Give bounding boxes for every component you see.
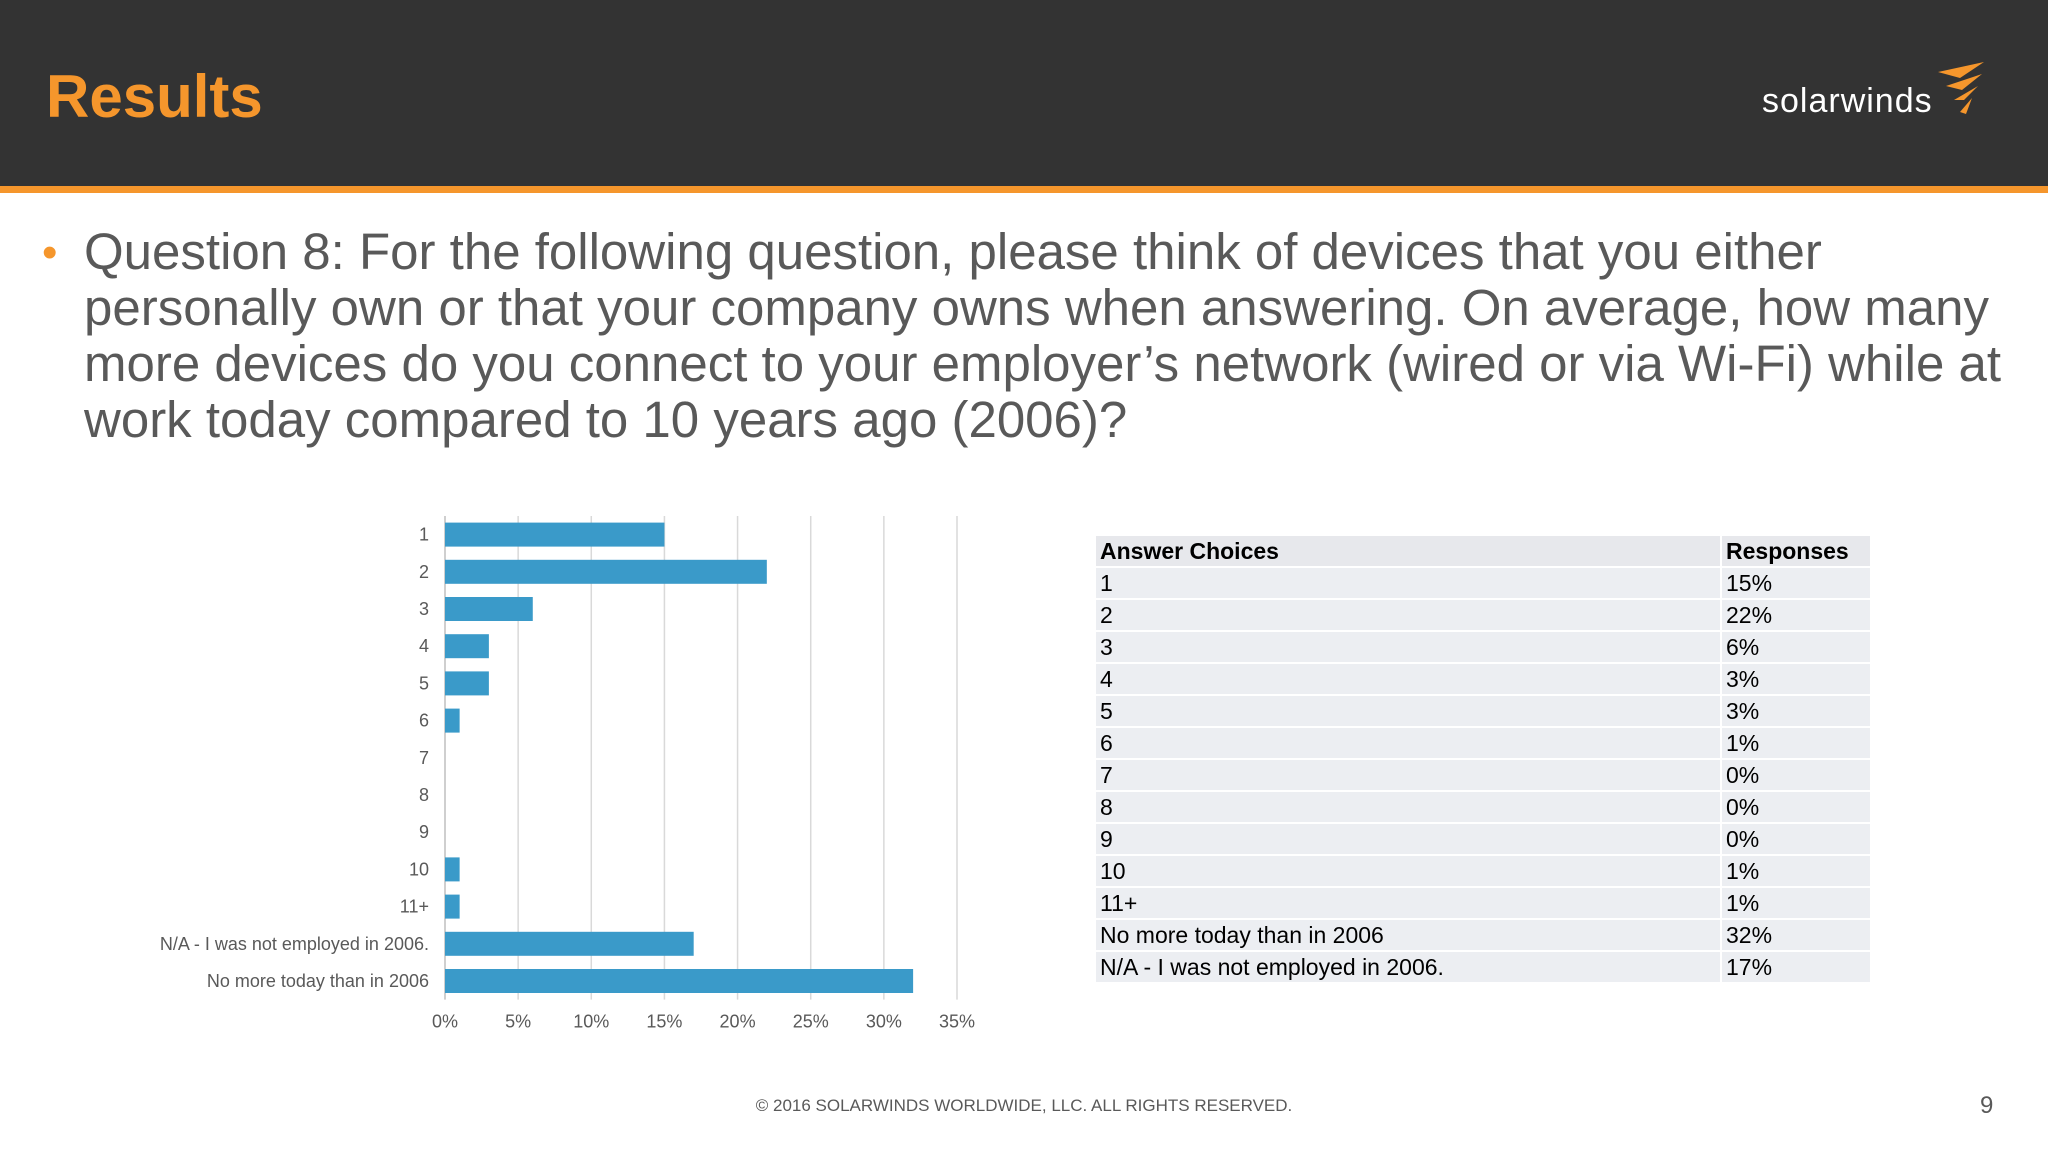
category-label: 5	[419, 673, 429, 693]
header-answer-choices: Answer Choices	[1096, 536, 1722, 568]
answer-choice-cell: 9	[1096, 824, 1722, 856]
x-tick-label: 25%	[793, 1012, 829, 1032]
response-cell: 1%	[1722, 888, 1870, 920]
table-row: 6 1%	[1096, 728, 1870, 760]
solarwinds-logo: solarwinds	[1760, 60, 2010, 130]
category-label: 10	[409, 859, 429, 879]
answer-choice-cell: 6	[1096, 728, 1722, 760]
table-row: 8 0%	[1096, 792, 1870, 824]
answer-choice-cell: 7	[1096, 760, 1722, 792]
header-bar: Results solarwinds	[0, 0, 2048, 193]
table-row: 5 3%	[1096, 696, 1870, 728]
x-tick-label: 20%	[720, 1012, 756, 1032]
response-cell: 0%	[1722, 760, 1870, 792]
response-cell: 3%	[1722, 664, 1870, 696]
table-row: No more today than in 2006 32%	[1096, 920, 1870, 952]
response-cell: 22%	[1722, 600, 1870, 632]
response-cell: 0%	[1722, 792, 1870, 824]
responses-table: Answer Choices Responses 1 15% 2 22% 3 6% 4 3% 5…	[1096, 536, 1870, 984]
bar	[445, 522, 665, 547]
answer-choice-cell: 11+	[1096, 888, 1722, 920]
bar-chart: 0% 5% 10% 15% 20% 25% 30% 35% 1 2 3 4 5 6 7 8 9 10 11+ N/A …	[160, 516, 975, 1032]
category-label: 4	[419, 636, 429, 656]
category-label: 9	[419, 822, 429, 842]
table-header-row: Answer Choices Responses	[1096, 536, 1870, 568]
x-tick-label: 10%	[573, 1012, 609, 1032]
answer-choice-cell: 3	[1096, 632, 1722, 664]
bar	[445, 931, 694, 956]
bar	[445, 857, 460, 882]
page-title: Results	[46, 63, 263, 130]
bar	[445, 708, 460, 733]
x-tick-label: 15%	[646, 1012, 682, 1032]
category-label: N/A - I was not employed in 2006.	[160, 934, 429, 954]
table-row: 2 22%	[1096, 600, 1870, 632]
bar	[445, 634, 489, 659]
table-row: 3 6%	[1096, 632, 1870, 664]
bullet-dot: •	[42, 228, 58, 277]
category-label: 1	[419, 525, 429, 545]
answer-choice-cell: 8	[1096, 792, 1722, 824]
response-cell: 6%	[1722, 632, 1870, 664]
response-cell: 32%	[1722, 920, 1870, 952]
logo-text: solarwinds	[1762, 82, 1933, 120]
page-number: 9	[1980, 1092, 1994, 1119]
response-cell: 1%	[1722, 728, 1870, 760]
table-row: 10 1%	[1096, 856, 1870, 888]
answer-choice-cell: 4	[1096, 664, 1722, 696]
category-label: 11+	[400, 897, 429, 917]
x-tick-label: 0%	[432, 1012, 458, 1032]
response-cell: 3%	[1722, 696, 1870, 728]
x-tick-label: 30%	[866, 1012, 902, 1032]
category-label: No more today than in 2006	[207, 971, 429, 991]
category-label: 6	[419, 711, 429, 731]
table-row: 4 3%	[1096, 664, 1870, 696]
response-cell: 17%	[1722, 952, 1870, 984]
bar	[445, 559, 767, 584]
answer-choice-cell: 1	[1096, 568, 1722, 600]
category-label: 7	[419, 748, 429, 768]
answer-choice-cell: 5	[1096, 696, 1722, 728]
bar	[445, 597, 533, 621]
response-cell: 0%	[1722, 824, 1870, 856]
x-tick-label: 35%	[939, 1012, 975, 1032]
table-row: 11+ 1%	[1096, 888, 1870, 920]
bar	[445, 969, 914, 993]
bar	[445, 894, 460, 919]
response-cell: 1%	[1722, 856, 1870, 888]
header-responses: Responses	[1722, 536, 1870, 568]
category-label: 2	[419, 562, 429, 582]
question-text: Question 8: For the following question, …	[84, 223, 2002, 448]
table-row: 1 15%	[1096, 568, 1870, 600]
wind-swoosh-icon	[1938, 62, 1984, 114]
bar	[445, 671, 489, 696]
answer-choice-cell: N/A - I was not employed in 2006.	[1096, 952, 1722, 984]
category-label: 3	[419, 599, 429, 619]
table-row: N/A - I was not employed in 2006. 17%	[1096, 952, 1870, 984]
answer-choice-cell: 10	[1096, 856, 1722, 888]
copyright-footer: © 2016 SOLARWINDS WORLDWIDE, LLC. ALL RI…	[755, 1096, 1293, 1115]
response-cell: 15%	[1722, 568, 1870, 600]
table-row: 9 0%	[1096, 824, 1870, 856]
answer-choice-cell: No more today than in 2006	[1096, 920, 1722, 952]
table-row: 7 0%	[1096, 760, 1870, 792]
x-tick-label: 5%	[505, 1012, 531, 1032]
category-label: 8	[419, 785, 429, 805]
answer-choice-cell: 2	[1096, 600, 1722, 632]
